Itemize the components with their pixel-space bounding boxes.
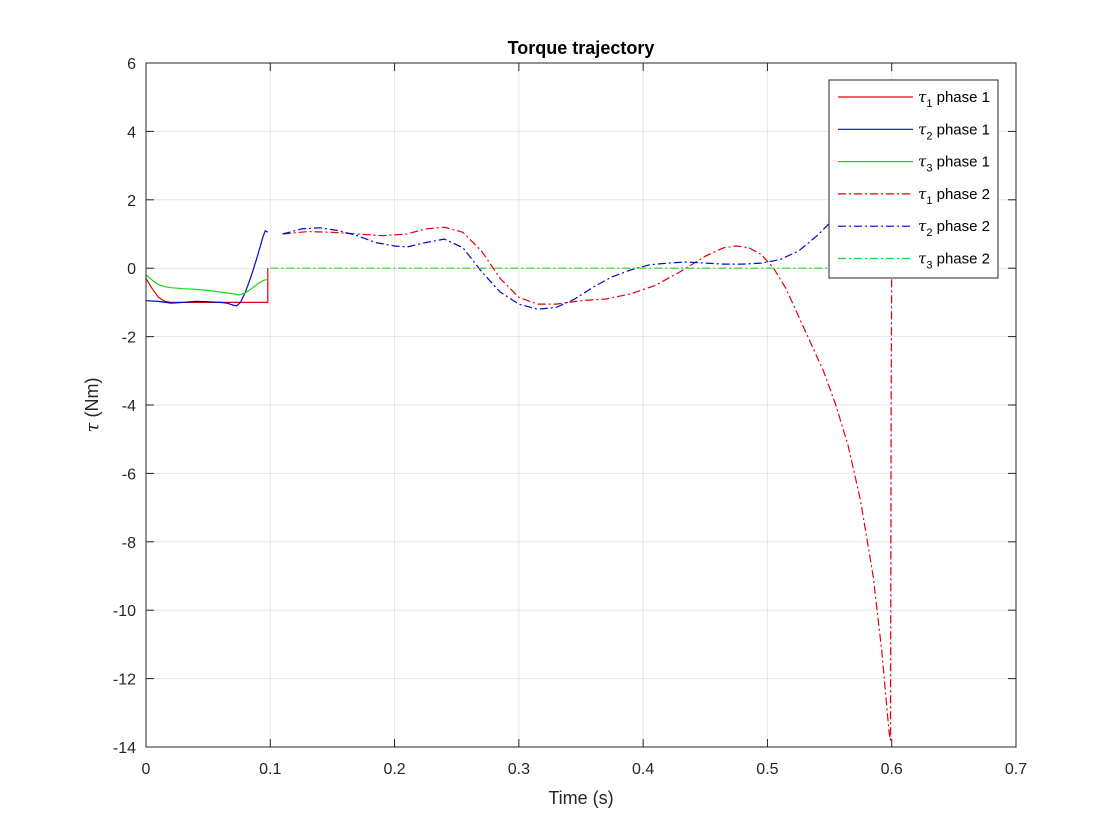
y-tick-label: 4 — [127, 124, 136, 141]
series-line-3 — [146, 274, 268, 296]
y-tick-label: 0 — [127, 261, 136, 278]
legend-symbol: τ — [918, 250, 927, 268]
y-tick-label: -8 — [122, 535, 136, 552]
y-axis-label-symbol: τ — [82, 421, 103, 432]
x-tick-label: 0.3 — [508, 761, 530, 778]
y-tick-label: -10 — [113, 603, 136, 620]
y-tick-label: 6 — [127, 56, 136, 73]
legend-symbol: τ — [918, 217, 927, 235]
x-tick-label: 0.2 — [383, 761, 405, 778]
legend-symbol: τ — [918, 153, 927, 171]
legend-subscript: 1 — [926, 195, 932, 207]
x-tick-label: 0.1 — [259, 761, 281, 778]
legend-suffix: phase 2 — [932, 186, 990, 203]
legend-suffix: phase 1 — [932, 121, 990, 138]
legend-subscript: 1 — [926, 98, 932, 110]
legend-symbol: τ — [918, 88, 927, 106]
series-line-1 — [146, 268, 269, 303]
axis-ticks: 0 0.1 0.2 0.3 0.4 0.5 0.6 0.7 -14 -12 -10 -8 -6 -4 -2 0… — [113, 56, 1027, 778]
y-tick-label: -12 — [113, 672, 136, 689]
legend-label-6: τ3 phase 2 — [918, 250, 990, 272]
legend-subscript: 3 — [926, 163, 932, 175]
legend-box — [828, 79, 999, 279]
y-tick-label: -6 — [122, 466, 136, 483]
legend-subscript: 2 — [926, 227, 932, 239]
chart-title: Torque trajectory — [508, 38, 655, 58]
x-tick-label: 0.4 — [632, 761, 654, 778]
y-tick-label: -14 — [113, 740, 136, 757]
legend-label-1: τ1 phase 1 — [918, 88, 990, 110]
legend: τ1 phase 1τ2 phase 1τ3 phase 1τ1 phase 2… — [828, 79, 999, 279]
series-line-2 — [146, 230, 269, 307]
legend-suffix: phase 1 — [932, 154, 990, 171]
y-tick-label: 2 — [127, 193, 136, 210]
series-line-4 — [282, 226, 893, 741]
series-line-5 — [282, 201, 849, 310]
y-tick-label: -4 — [122, 398, 136, 415]
series-layer — [146, 201, 893, 741]
legend-label-4: τ1 phase 2 — [918, 185, 990, 207]
legend-suffix: phase 1 — [932, 89, 990, 106]
legend-subscript: 3 — [926, 260, 932, 272]
legend-suffix: phase 2 — [932, 218, 990, 235]
x-tick-label: 0.6 — [881, 761, 903, 778]
y-tick-label: -2 — [122, 330, 136, 347]
x-tick-label: 0 — [142, 761, 151, 778]
y-axis-label-unit: (Nm) — [82, 378, 102, 423]
legend-symbol: τ — [918, 120, 927, 138]
x-tick-label: 0.7 — [1005, 761, 1027, 778]
x-tick-label: 0.5 — [756, 761, 778, 778]
y-axis-label: τ (Nm) — [82, 378, 103, 433]
legend-symbol: τ — [918, 185, 927, 203]
legend-label-2: τ2 phase 1 — [918, 120, 990, 142]
x-axis-label: Time (s) — [548, 788, 613, 808]
legend-suffix: phase 2 — [932, 251, 990, 268]
legend-subscript: 2 — [926, 130, 932, 142]
legend-label-3: τ3 phase 1 — [918, 153, 990, 175]
legend-label-5: τ2 phase 2 — [918, 217, 990, 239]
